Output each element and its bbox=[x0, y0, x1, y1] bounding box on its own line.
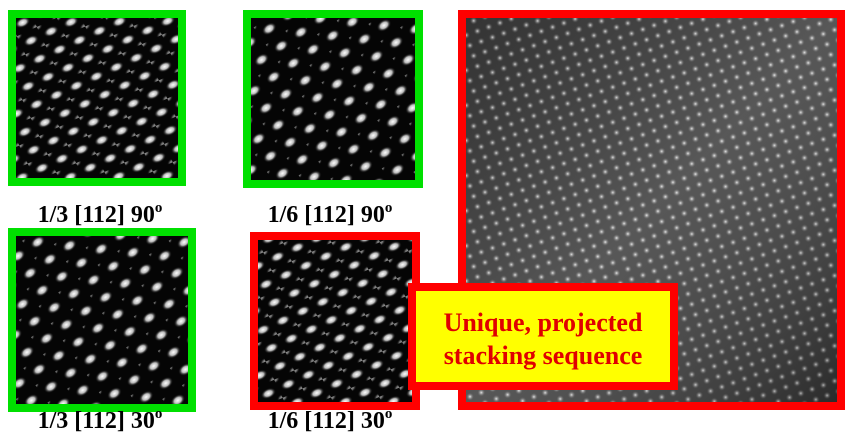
image-panel bbox=[12, 232, 192, 408]
image-panel bbox=[254, 236, 416, 406]
callout-text: Unique, projected bbox=[444, 308, 643, 337]
panel-label: 1/3 [112] 90o bbox=[38, 200, 163, 228]
callout-text: stacking sequence bbox=[444, 341, 643, 370]
panel-label: 1/6 [112] 30o bbox=[268, 406, 393, 432]
label-part: o bbox=[385, 200, 393, 216]
panel-label: 1/3 [112] 30o bbox=[38, 406, 163, 432]
image-panel bbox=[247, 14, 419, 184]
panel-label: 1/6 [112] 90o bbox=[268, 200, 393, 228]
label-part: 1/3 [112] 30 bbox=[38, 408, 155, 432]
label-part: o bbox=[155, 200, 163, 216]
label-part: 1/6 [112] 90 bbox=[268, 202, 385, 228]
label-part: o bbox=[385, 406, 393, 422]
label-part: 1/3 [112] 90 bbox=[38, 202, 155, 228]
label-part: o bbox=[155, 406, 163, 422]
figure: 1/3 [112] 90o 1/6 [112] 90o 1/3 [112] 30… bbox=[0, 0, 845, 432]
image-panel bbox=[12, 14, 182, 182]
label-part: 1/6 [112] 30 bbox=[268, 408, 385, 432]
